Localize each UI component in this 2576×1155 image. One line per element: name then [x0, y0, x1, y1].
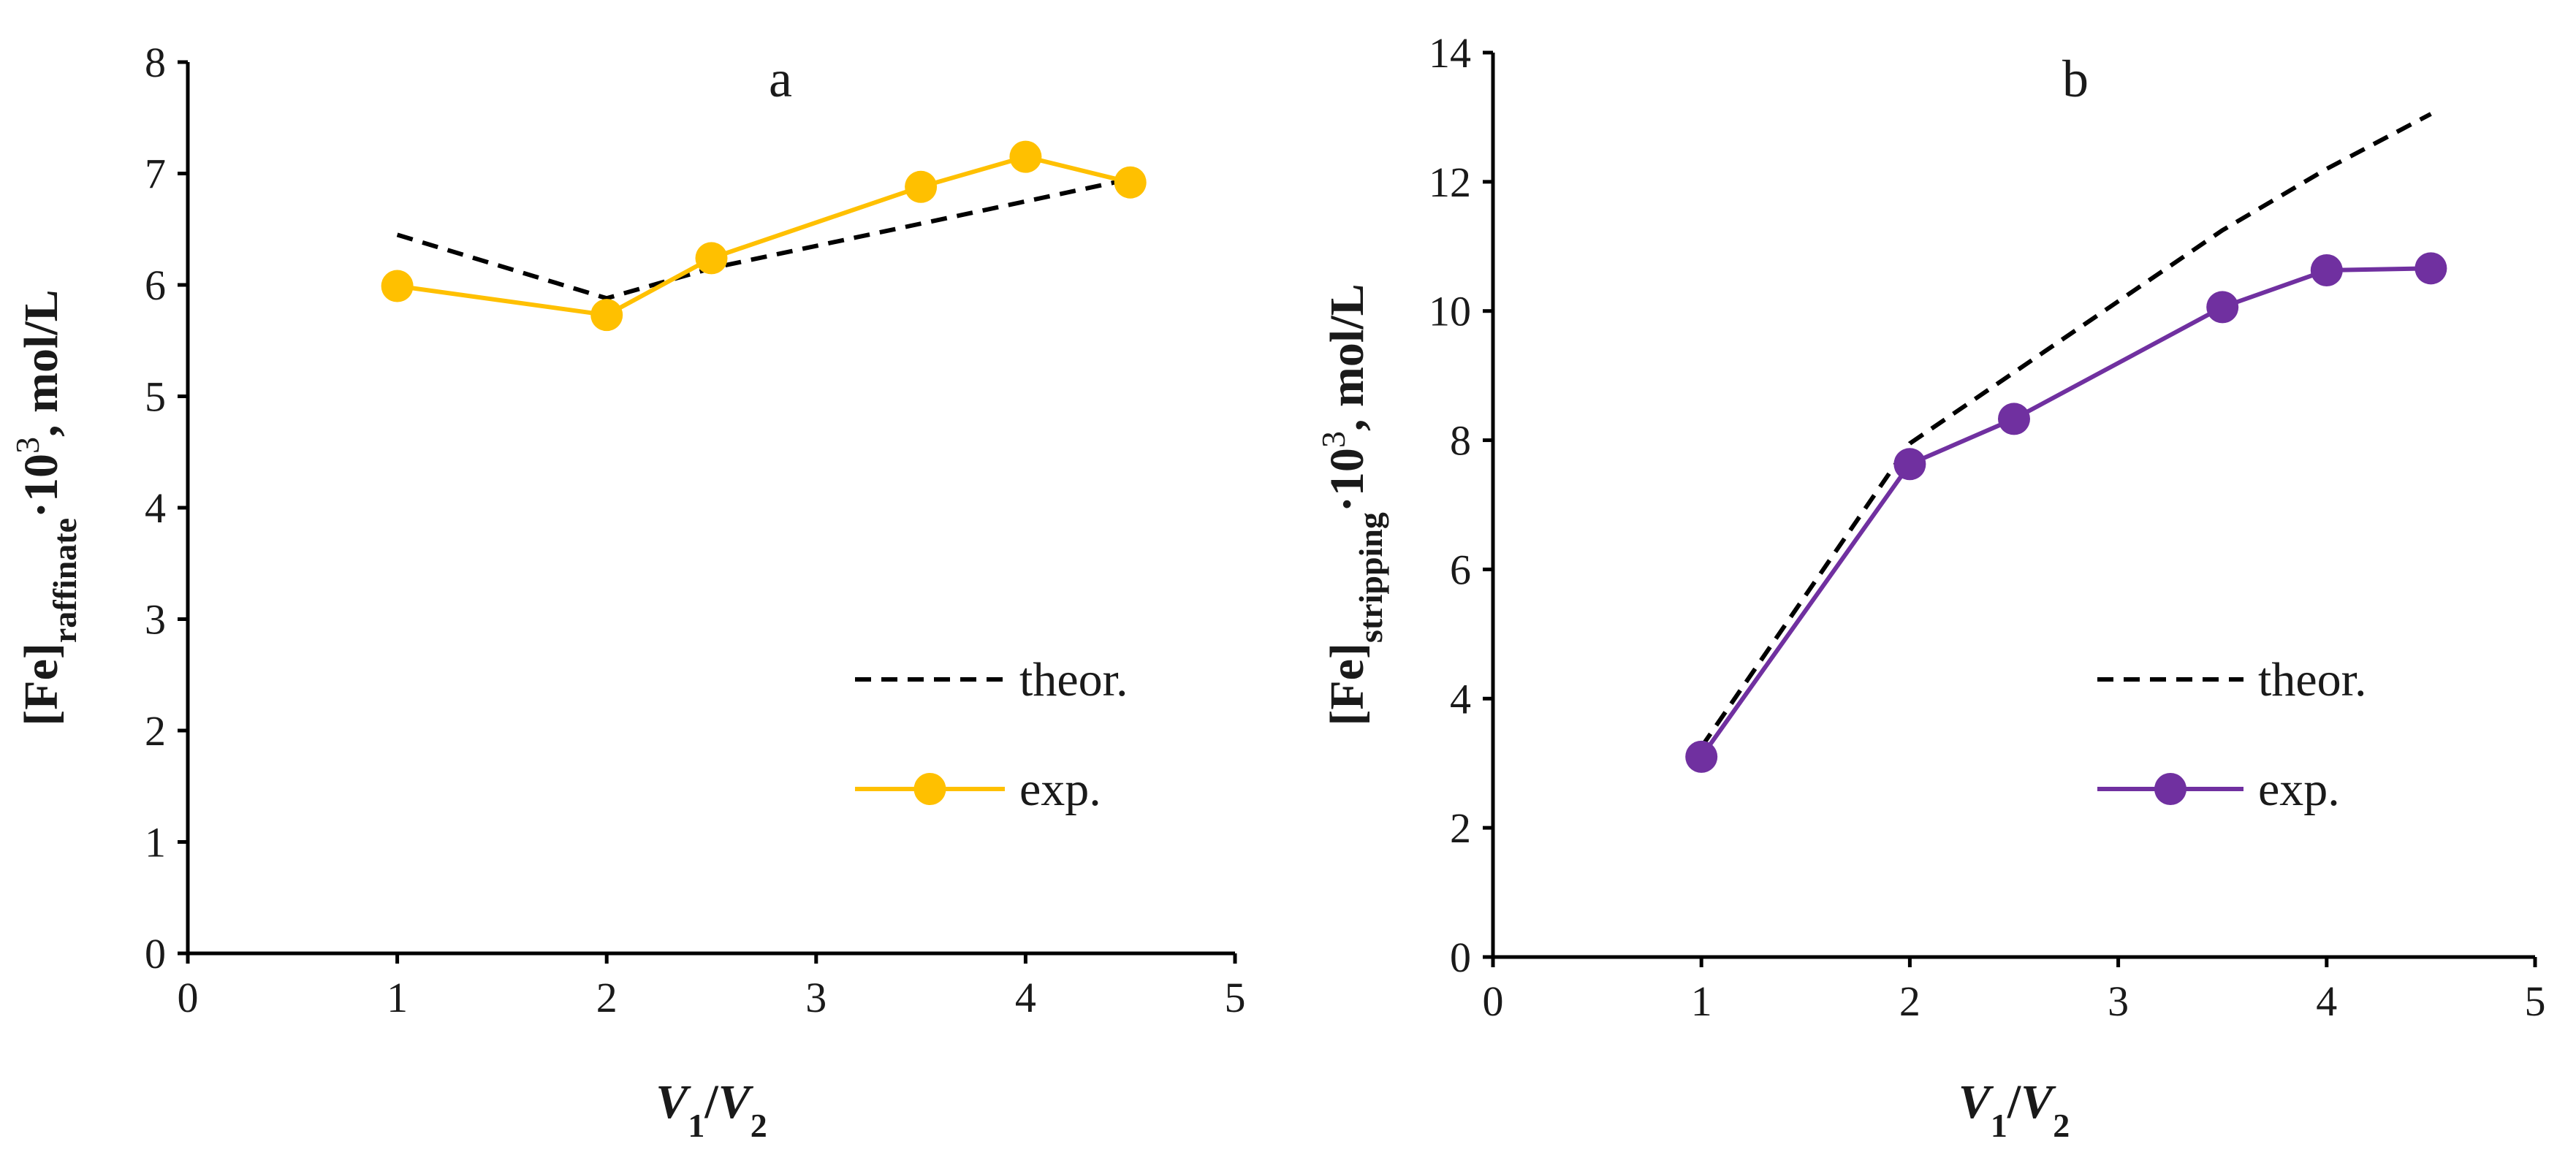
x-tick-label: 3 [2108, 977, 2129, 1025]
series-line-theor [396, 177, 1131, 301]
x-tick-label: 4 [2316, 977, 2337, 1025]
x-tick-label: 1 [1691, 977, 1712, 1025]
data-point-exp [1685, 740, 1718, 773]
data-point-exp [1114, 166, 1147, 199]
y-axis-title: [Fe]raffinate·103, mol/L [9, 289, 83, 725]
x-tick-label: 2 [596, 974, 618, 1021]
legend-marker-exp [2154, 773, 2186, 805]
x-axis-title: V1/V2 [656, 1075, 767, 1144]
data-point-exp [1998, 403, 2030, 435]
legend-label-exp: exp. [1019, 763, 1101, 816]
data-point-exp [2310, 254, 2343, 287]
y-tick-label: 1 [145, 819, 166, 866]
x-tick-label: 5 [1225, 974, 1246, 1021]
y-tick-label: 0 [1450, 934, 1471, 981]
y-tick-label: 2 [1450, 804, 1471, 852]
x-tick-label: 0 [1483, 977, 1504, 1025]
legend-marker-exp [913, 773, 946, 805]
y-tick-label: 2 [145, 707, 166, 755]
x-axis-title: V1/V2 [1958, 1075, 2070, 1144]
x-tick-label: 0 [178, 974, 199, 1021]
panel-a: 0 1 2 3 4 5 0 1 2 3 4 5 6 7 8 a V1/V2 [Fe]raffinate·103, … [9, 39, 1246, 1144]
data-point-exp [905, 170, 938, 203]
y-tick-label: 8 [145, 39, 166, 86]
data-point-exp [381, 270, 414, 302]
y-tick-label: 7 [145, 150, 166, 198]
y-tick-label: 0 [145, 930, 166, 977]
y-tick-label: 12 [1429, 159, 1471, 206]
y-tick-label: 8 [1450, 417, 1471, 465]
x-tick-label: 4 [1015, 974, 1036, 1021]
y-tick-label: 6 [145, 262, 166, 309]
y-tick-label: 10 [1429, 288, 1471, 335]
data-point-exp [1009, 140, 1042, 173]
data-point-exp [590, 299, 623, 332]
data-point-exp [1893, 448, 1926, 481]
y-tick-label: 5 [145, 373, 166, 421]
series-line-exp [397, 154, 1131, 318]
y-tick-label: 14 [1429, 29, 1471, 77]
x-tick-label: 5 [2525, 977, 2546, 1025]
y-tick-label: 4 [145, 484, 166, 532]
y-tick-label: 6 [1450, 546, 1471, 593]
data-point-exp [2206, 291, 2239, 324]
legend-label-theor: theor. [1019, 653, 1128, 706]
panel-label: a [769, 50, 792, 108]
y-axis-title: [Fe]stripping·103, mol/L [1315, 283, 1389, 725]
series-line-exp [1699, 266, 2431, 758]
legend-label-exp: exp. [2258, 763, 2340, 816]
legend-label-theor: theor. [2258, 653, 2366, 706]
y-tick-label: 3 [145, 596, 166, 644]
x-tick-label: 1 [387, 974, 408, 1021]
panel-label: b [2062, 50, 2089, 108]
series-line-theor [1699, 112, 2432, 749]
x-tick-label: 2 [1899, 977, 1920, 1025]
x-tick-label: 3 [805, 974, 827, 1021]
y-tick-label: 4 [1450, 675, 1471, 723]
data-point-exp [2414, 252, 2447, 285]
data-point-exp [695, 242, 728, 275]
